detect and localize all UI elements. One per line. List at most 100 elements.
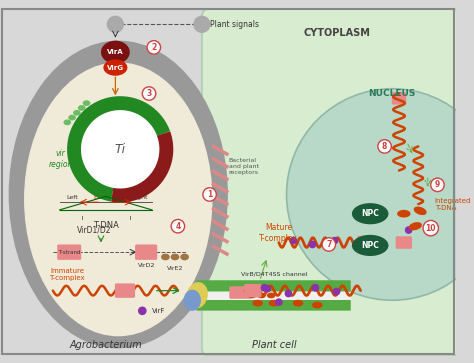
Ellipse shape: [103, 60, 128, 76]
Text: VirE2: VirE2: [167, 266, 183, 271]
FancyBboxPatch shape: [321, 280, 331, 291]
FancyBboxPatch shape: [196, 280, 207, 291]
Circle shape: [147, 41, 161, 54]
FancyBboxPatch shape: [197, 291, 351, 300]
Text: vir
region: vir region: [48, 149, 73, 168]
Ellipse shape: [257, 293, 266, 298]
Ellipse shape: [293, 300, 303, 306]
Text: 10: 10: [426, 224, 436, 233]
Circle shape: [284, 290, 292, 297]
FancyBboxPatch shape: [235, 280, 245, 291]
Ellipse shape: [180, 254, 189, 260]
Ellipse shape: [312, 302, 323, 309]
Circle shape: [85, 114, 156, 185]
FancyBboxPatch shape: [283, 280, 293, 291]
Circle shape: [309, 241, 316, 248]
Text: NUCLEUS: NUCLEUS: [369, 89, 416, 98]
FancyBboxPatch shape: [340, 299, 351, 311]
Text: 4: 4: [175, 222, 181, 231]
FancyBboxPatch shape: [273, 280, 283, 291]
FancyBboxPatch shape: [235, 299, 245, 311]
FancyBboxPatch shape: [245, 280, 255, 291]
Text: VirD2: VirD2: [137, 263, 155, 268]
FancyBboxPatch shape: [331, 299, 341, 311]
Circle shape: [290, 237, 297, 244]
FancyBboxPatch shape: [312, 299, 322, 311]
Circle shape: [261, 284, 268, 291]
FancyBboxPatch shape: [196, 299, 207, 311]
Circle shape: [138, 306, 146, 315]
FancyBboxPatch shape: [229, 286, 251, 299]
Ellipse shape: [186, 282, 208, 309]
FancyBboxPatch shape: [321, 299, 331, 311]
FancyBboxPatch shape: [206, 280, 216, 291]
FancyBboxPatch shape: [206, 299, 216, 311]
Circle shape: [107, 16, 124, 33]
Circle shape: [423, 220, 438, 236]
Circle shape: [322, 238, 336, 251]
Text: 2: 2: [151, 43, 156, 52]
Circle shape: [286, 89, 474, 300]
FancyBboxPatch shape: [396, 236, 412, 249]
FancyBboxPatch shape: [392, 92, 406, 105]
Circle shape: [264, 285, 271, 293]
Ellipse shape: [409, 222, 422, 230]
Ellipse shape: [397, 210, 410, 217]
Ellipse shape: [352, 203, 389, 224]
Circle shape: [331, 237, 338, 244]
Text: Plant signals: Plant signals: [210, 20, 259, 29]
Ellipse shape: [68, 115, 76, 121]
Ellipse shape: [82, 100, 91, 106]
FancyBboxPatch shape: [254, 299, 264, 311]
Circle shape: [203, 188, 216, 201]
FancyBboxPatch shape: [331, 280, 341, 291]
FancyBboxPatch shape: [244, 284, 262, 297]
FancyBboxPatch shape: [264, 299, 274, 311]
Circle shape: [193, 16, 210, 33]
FancyBboxPatch shape: [115, 284, 135, 298]
Ellipse shape: [78, 105, 86, 111]
Text: VirG: VirG: [107, 65, 124, 70]
Text: 7: 7: [326, 240, 331, 249]
Circle shape: [333, 288, 340, 295]
Text: Plant cell: Plant cell: [252, 340, 296, 350]
FancyBboxPatch shape: [292, 280, 303, 291]
Ellipse shape: [9, 41, 228, 348]
Text: Immature
T-complex: Immature T-complex: [49, 268, 85, 281]
Text: VirA: VirA: [107, 49, 124, 55]
FancyBboxPatch shape: [245, 299, 255, 311]
FancyBboxPatch shape: [302, 299, 312, 311]
Text: VirF: VirF: [152, 308, 165, 314]
Circle shape: [171, 220, 184, 233]
Text: 1: 1: [207, 190, 212, 199]
Text: Agrobacterium: Agrobacterium: [69, 340, 142, 350]
Ellipse shape: [252, 300, 263, 306]
FancyBboxPatch shape: [340, 280, 351, 291]
Circle shape: [311, 284, 319, 291]
FancyBboxPatch shape: [216, 280, 226, 291]
Circle shape: [431, 178, 444, 192]
Text: Right: Right: [131, 195, 148, 200]
Text: Bacterial
and plant
receptors: Bacterial and plant receptors: [229, 158, 259, 175]
Ellipse shape: [171, 254, 179, 260]
FancyBboxPatch shape: [273, 299, 283, 311]
FancyBboxPatch shape: [302, 280, 312, 291]
FancyBboxPatch shape: [312, 280, 322, 291]
Ellipse shape: [101, 41, 130, 64]
Text: 8: 8: [382, 142, 387, 151]
Circle shape: [378, 140, 392, 153]
Text: 3: 3: [146, 89, 152, 98]
Ellipse shape: [247, 293, 256, 298]
Text: NPC: NPC: [361, 209, 379, 218]
Text: VirD1/D2: VirD1/D2: [77, 225, 111, 234]
Circle shape: [74, 103, 166, 195]
FancyBboxPatch shape: [202, 9, 460, 356]
FancyBboxPatch shape: [264, 280, 274, 291]
Text: CYTOPLASM: CYTOPLASM: [303, 28, 370, 38]
FancyBboxPatch shape: [292, 299, 303, 311]
FancyBboxPatch shape: [225, 280, 236, 291]
Ellipse shape: [24, 62, 212, 336]
FancyBboxPatch shape: [225, 299, 236, 311]
Text: T-DNA: T-DNA: [93, 221, 118, 231]
Ellipse shape: [267, 293, 275, 298]
